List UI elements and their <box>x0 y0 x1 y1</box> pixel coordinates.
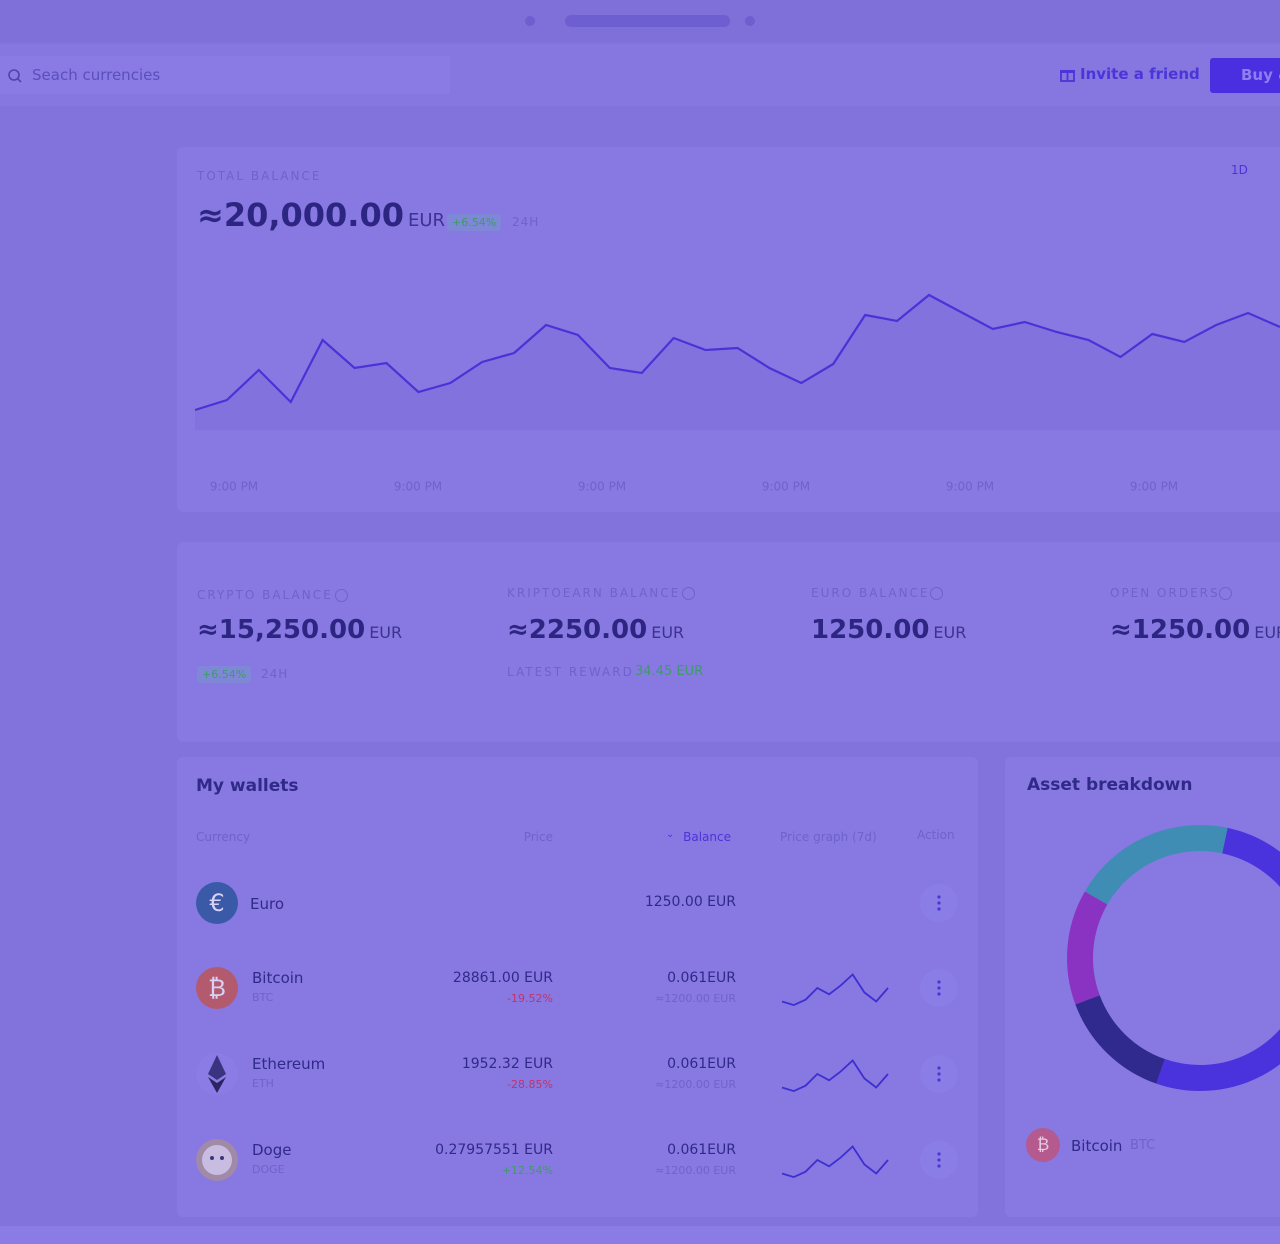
balance-amount: 1250.00 EUR <box>811 615 966 645</box>
amount: ≈15,250.00 <box>197 615 366 645</box>
price: 0.27957551 EUR <box>435 1142 553 1158</box>
search-icon <box>8 69 22 83</box>
currency: EUR <box>651 623 685 642</box>
change-pill: +6.54% <box>197 666 252 683</box>
total-balance-label: TOTAL BALANCE <box>197 169 322 183</box>
currency-icon <box>196 1053 238 1095</box>
legend-ticker: BTC <box>1130 1138 1156 1153</box>
balance-amount: ≈2250.00 EUR <box>507 615 684 645</box>
balance-amount: ≈15,250.00 EUR <box>197 615 402 645</box>
currency-ticker: DOGE <box>252 1163 285 1176</box>
window-dot <box>525 16 535 26</box>
range-option[interactable]: 1D <box>1231 163 1248 177</box>
change-period: 24H <box>512 215 540 229</box>
balance-label: CRYPTO BALANCE <box>197 588 333 602</box>
search-field[interactable] <box>0 56 450 94</box>
kebab-icon <box>937 1066 941 1082</box>
column-header: Balance <box>683 830 731 844</box>
eth-icon <box>208 1055 226 1093</box>
balance-label: OPEN ORDERS <box>1110 586 1220 600</box>
window-pill <box>565 15 730 27</box>
price-change: +12.54% <box>501 1164 553 1177</box>
total-balance-amount: ≈20,000.00 EUR <box>197 196 445 234</box>
balances-card <box>177 542 1280 742</box>
reward-value: 34.45 EUR <box>635 664 704 679</box>
price: 1952.32 EUR <box>461 1056 553 1072</box>
wallets-card <box>177 757 978 1217</box>
kebab-icon <box>937 895 941 911</box>
currency-ticker: ETH <box>252 1077 274 1090</box>
currency-ticker: BTC <box>252 991 274 1004</box>
search-placeholder: Seach currencies <box>32 66 161 84</box>
asset-title: Asset breakdown <box>1027 775 1193 795</box>
balance-label: KRIPTOEARN BALANCE <box>507 586 681 600</box>
column-header: Currency <box>196 830 251 844</box>
invite-link[interactable]: Invite a friend <box>1080 65 1200 83</box>
doge-icon <box>202 1145 232 1175</box>
currency-name: Euro <box>250 895 284 913</box>
price: 28861.00 EUR <box>452 970 553 986</box>
balance: 0.061EUR <box>667 1142 736 1158</box>
price-change: -19.52% <box>507 992 553 1005</box>
balance-label: EURO BALANCE <box>811 586 930 600</box>
balance-eur: ≈1200.00 EUR <box>655 992 736 1005</box>
currency: EUR <box>407 210 446 231</box>
amount: ≈2250.00 <box>507 615 648 645</box>
info-icon <box>1219 587 1233 600</box>
currency: EUR <box>1254 623 1280 642</box>
action-button[interactable] <box>920 1055 958 1093</box>
sort-caret: ⌄ <box>666 829 675 840</box>
price-change: -28.85% <box>507 1078 553 1091</box>
currency-icon: ₿ <box>196 967 238 1009</box>
amount: ≈20,000.00 <box>197 196 404 234</box>
amount: ≈1250.00 <box>1110 615 1251 645</box>
currency: EUR <box>933 623 967 642</box>
column-header: Action <box>917 828 955 842</box>
buy-button-label: Buy & <box>1241 66 1280 84</box>
currency-icon: € <box>196 882 238 924</box>
currency: EUR <box>369 623 403 642</box>
action-button[interactable] <box>920 884 958 922</box>
action-button[interactable] <box>920 969 958 1007</box>
kebab-icon <box>937 980 941 996</box>
bottom-strip <box>0 1226 1280 1244</box>
info-icon <box>682 587 696 600</box>
gift-icon <box>1060 70 1075 82</box>
window-dot <box>745 16 755 26</box>
buy-button[interactable] <box>1210 58 1280 93</box>
balance: 0.061EUR <box>667 970 736 986</box>
balance-eur: ≈1200.00 EUR <box>655 1164 736 1177</box>
reward-label: LATEST REWARD <box>507 665 634 679</box>
legend-name: Bitcoin <box>1071 1137 1123 1155</box>
currency-name: Doge <box>252 1141 292 1159</box>
info-icon <box>334 589 348 602</box>
currency-name: Ethereum <box>252 1055 326 1073</box>
column-header: Price graph (7d) <box>780 830 877 844</box>
change-period: 24H <box>261 667 289 681</box>
currency-name: Bitcoin <box>252 969 304 987</box>
balance: 0.061EUR <box>667 1056 736 1072</box>
balance-eur: ≈1200.00 EUR <box>655 1078 736 1091</box>
legend-icon: ₿ <box>1026 1128 1060 1162</box>
change-pill: +6.54% <box>447 214 502 231</box>
currency-icon <box>196 1139 238 1181</box>
amount: 1250.00 <box>811 615 930 645</box>
action-button[interactable] <box>920 1141 958 1179</box>
info-icon <box>929 587 943 600</box>
kebab-icon <box>937 1152 941 1168</box>
wallets-title: My wallets <box>196 776 299 796</box>
column-header: Price <box>523 830 553 844</box>
balance: 1250.00 EUR <box>644 894 736 910</box>
